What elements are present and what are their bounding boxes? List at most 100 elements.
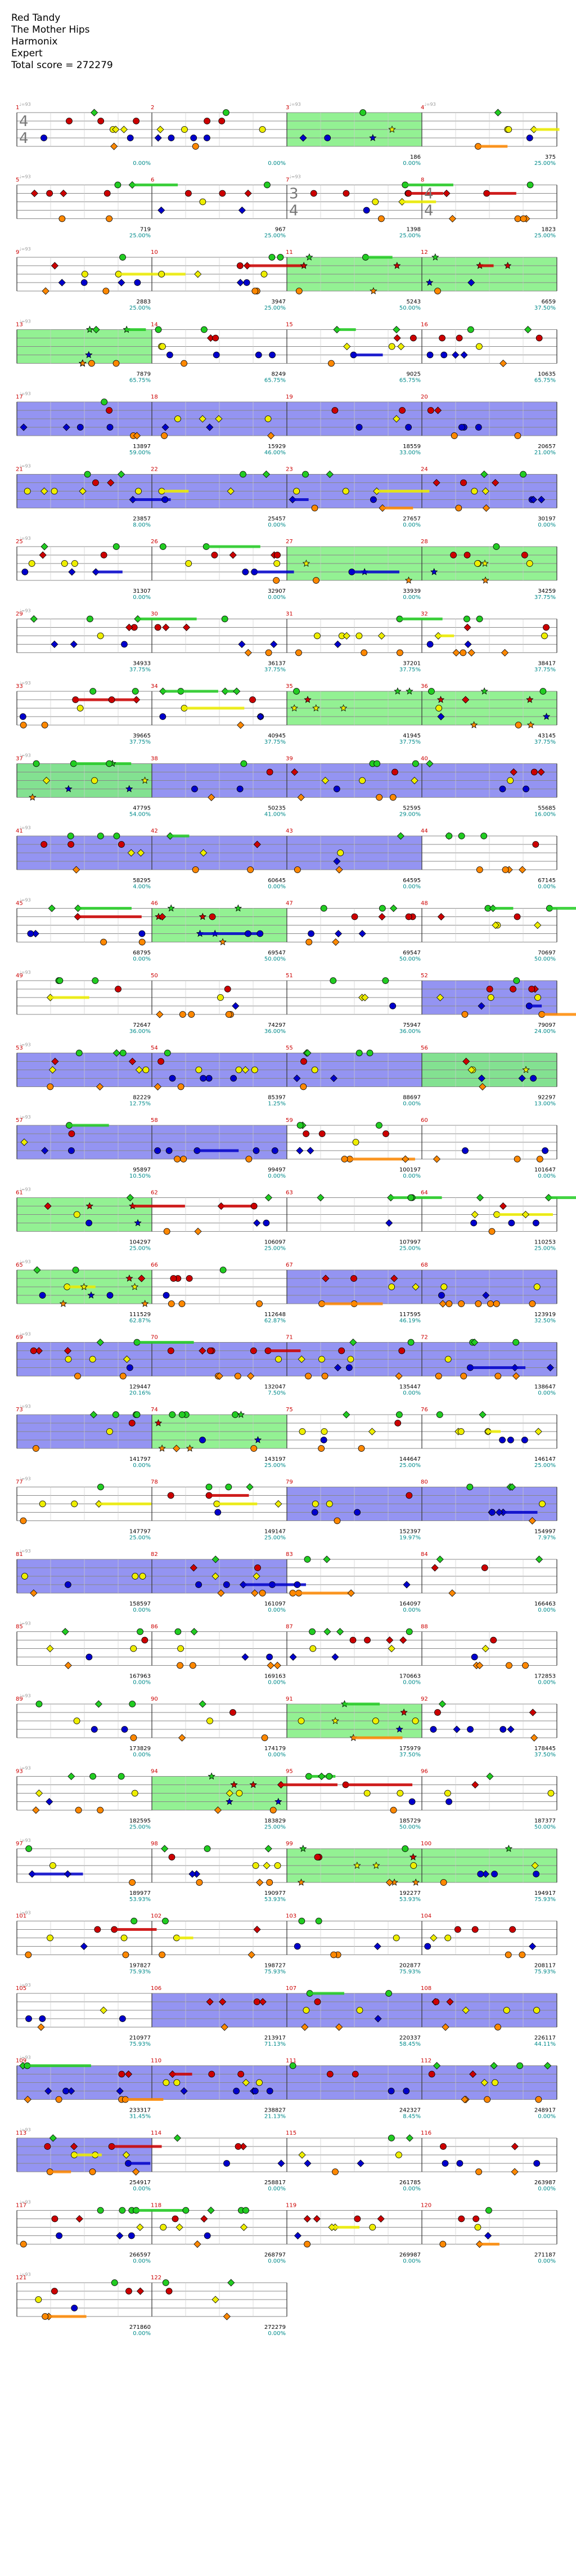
measure-score: 197827: [129, 1963, 151, 1969]
sustain-bar: [493, 907, 514, 910]
measure-score: 2883: [137, 299, 151, 305]
measure-percent: 31.45%: [129, 2114, 151, 2120]
measure-score: 123919: [534, 1312, 556, 1318]
measure-percent: 0.00%: [268, 594, 286, 601]
note: [21, 569, 29, 575]
note: [161, 432, 168, 439]
note: [356, 2007, 363, 2014]
measure-percent: 50.00%: [399, 956, 421, 963]
note: [356, 1049, 363, 1057]
note: [191, 785, 198, 793]
note: [407, 1339, 415, 1346]
measure-number: 38: [151, 756, 158, 762]
note: [273, 577, 280, 584]
hopo-note: [156, 126, 164, 133]
note: [426, 351, 434, 359]
note: [46, 190, 53, 197]
measure-percent: 0.00%: [133, 1463, 151, 1469]
measure-percent: 25.00%: [399, 233, 421, 239]
chart-row: 97♩=9318997753.93%9819097753.93%99192277…: [16, 1838, 557, 1903]
measure-percent: 33.00%: [399, 450, 421, 456]
note: [352, 2070, 359, 2078]
hopo-note: [182, 623, 191, 632]
hopo-note: [206, 423, 214, 431]
measure-score: 72647: [133, 1022, 151, 1028]
measure-score: 272279: [264, 2324, 286, 2331]
measure-percent: 0.00%: [268, 1173, 286, 1179]
measure-percent: 0.00%: [403, 594, 421, 601]
hopo-note: [430, 1934, 438, 1942]
measure-percent: 62.87%: [264, 1318, 286, 1324]
note: [314, 1854, 321, 1861]
measure-percent: 25.00%: [534, 233, 556, 239]
note: [213, 351, 220, 359]
hopo-note: [397, 342, 405, 351]
star-note: [141, 1299, 149, 1307]
hopo-note: [264, 1845, 272, 1853]
note: [314, 1998, 321, 2005]
hopo-note: [492, 921, 500, 929]
hopo-note: [434, 406, 442, 414]
measure-number: 82: [151, 1551, 158, 1558]
measure-number: 106: [151, 1985, 161, 1992]
measure-score: 175979: [399, 1746, 421, 1752]
measure-percent: 0.00%: [133, 1680, 151, 1686]
measure-number: 121: [16, 2275, 26, 2281]
note: [343, 190, 350, 197]
hopo-note: [263, 1862, 271, 1870]
note: [363, 1790, 371, 1797]
measure-score: 173829: [129, 1746, 151, 1752]
star-note: [426, 278, 434, 286]
note: [100, 938, 107, 946]
note: [406, 1628, 413, 1635]
hopo-note: [199, 415, 206, 423]
note: [240, 471, 246, 478]
measure-score: 36137: [268, 661, 286, 667]
hopo-note: [534, 921, 542, 929]
tempo-marker: ♩=93: [289, 175, 301, 180]
note: [106, 1428, 113, 1435]
star-note: [305, 253, 313, 261]
charter-name: Harmonix: [11, 36, 58, 47]
note: [296, 1122, 304, 1129]
hopo-note: [20, 423, 28, 431]
note: [305, 1372, 312, 1380]
hopo-note: [35, 1789, 43, 1797]
sustain-bar: [478, 145, 508, 148]
measure-number: 6: [151, 177, 154, 184]
hopo-note: [374, 2015, 382, 2023]
note: [412, 1718, 419, 1724]
hopo-note: [112, 126, 120, 133]
hopo-note: [471, 1210, 479, 1219]
star-note: [186, 1444, 194, 1452]
measure-percent: 25.00%: [264, 1824, 286, 1831]
measure-score: 143197: [264, 1456, 286, 1463]
sustain-bar: [390, 1196, 442, 1199]
note: [101, 399, 108, 405]
measure-score: 202877: [399, 1963, 421, 1969]
note: [268, 254, 276, 261]
measure-number: 21: [16, 467, 23, 473]
note: [256, 2079, 263, 2086]
measure-score: 132047: [264, 1384, 286, 1390]
hopo-note: [138, 1274, 146, 1282]
hopo-note: [64, 1870, 71, 1878]
note: [486, 986, 493, 992]
measure-score: 32907: [268, 588, 286, 594]
measure-number: 3: [286, 105, 289, 111]
measure-score: 27657: [403, 516, 421, 522]
hopo-note: [294, 2231, 302, 2240]
note: [466, 1483, 474, 1491]
measure-score: 75947: [403, 1022, 421, 1028]
measure-number: 72: [421, 1335, 428, 1341]
note: [223, 1581, 230, 1588]
hopo-note: [219, 1998, 227, 2006]
hopo-note: [208, 793, 215, 802]
hopo-note: [64, 1347, 72, 1355]
tempo-marker: ♩=93: [19, 247, 31, 252]
note: [266, 1653, 273, 1661]
hopo-note: [528, 1517, 536, 1525]
tempo-marker: ♩=93: [19, 1549, 31, 1554]
